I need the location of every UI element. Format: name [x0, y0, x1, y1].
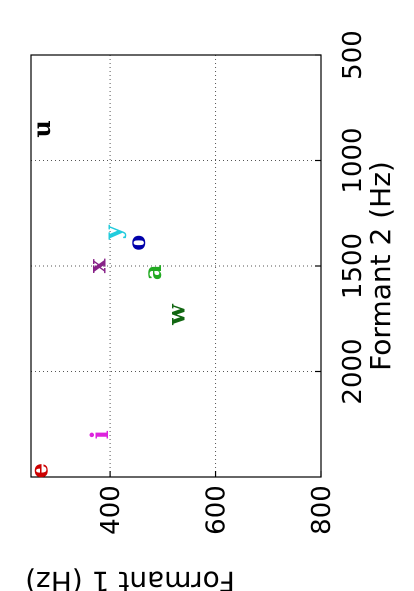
y-axis-label: Formant 2 (Hz): [364, 161, 397, 371]
point-w: w: [162, 303, 191, 326]
point-u: u: [27, 120, 56, 137]
grid-lines: [31, 55, 321, 477]
point-x: x: [82, 258, 111, 273]
point-e: e: [24, 463, 53, 478]
x-tick-label: 600: [202, 485, 232, 535]
point-o: o: [122, 235, 151, 251]
x-tick-label: 400: [96, 485, 126, 535]
point-a: a: [138, 265, 167, 281]
y-tick-label: 500: [338, 30, 368, 80]
x-tick-label: 800: [307, 485, 337, 535]
x-tick-labels: 400 600 800: [96, 485, 337, 535]
x-axis-label: Formant 1 (Hz): [25, 565, 235, 591]
point-i: i: [85, 430, 114, 439]
